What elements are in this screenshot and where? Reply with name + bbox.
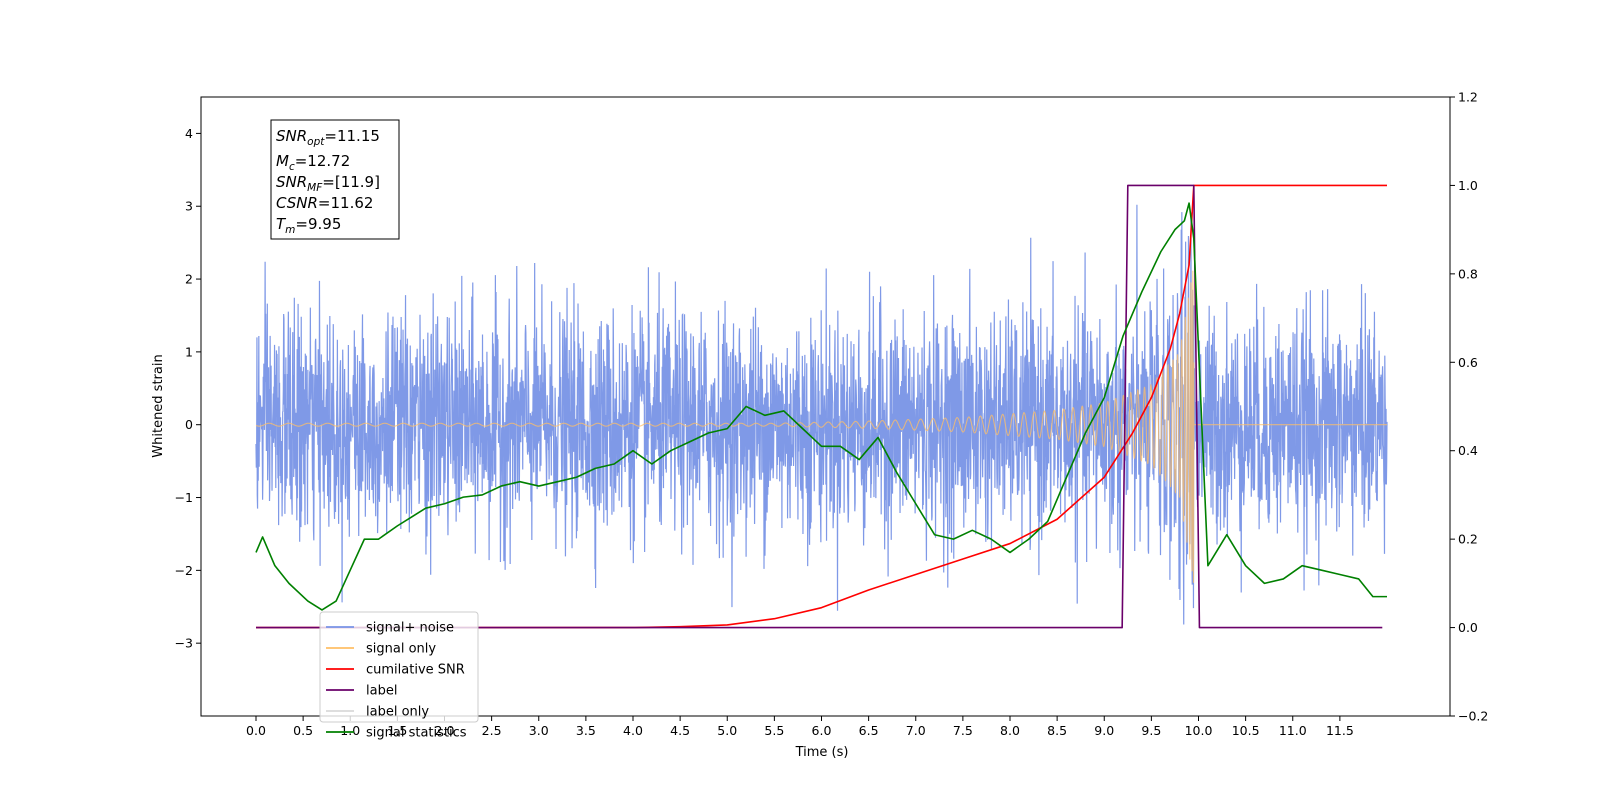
x-tick-label: 10.5 — [1232, 723, 1260, 738]
legend-label-signal-noise: signal+ noise — [366, 621, 454, 636]
stats-snr-mf: SNRMF=[11.9] — [276, 173, 380, 194]
y-right-tick-label: 0.2 — [1458, 532, 1478, 547]
y-right-tick-label: 1.2 — [1458, 90, 1478, 105]
y-right-tick-label: 1.0 — [1458, 178, 1478, 193]
legend-label-signal-only: signal only — [366, 642, 436, 657]
x-tick-label: 3.0 — [529, 723, 549, 738]
y-left-tick-label: 0 — [185, 417, 193, 432]
legend-label-label: label — [366, 684, 397, 699]
x-tick-label: 9.0 — [1094, 723, 1114, 738]
right-axis-series — [255, 184, 1387, 629]
x-tick-label: 10.0 — [1185, 723, 1213, 738]
y-right-tick-label: 0.6 — [1458, 355, 1478, 370]
signal-noise-line — [255, 204, 1388, 625]
x-tick-label: 7.5 — [953, 723, 973, 738]
y-left-tick-label: 1 — [185, 344, 193, 359]
stats-box: SNRopt=11.15 Mc=12.72 SNRMF=[11.9] CSNR=… — [270, 119, 400, 240]
x-tick-label: 11.5 — [1326, 723, 1354, 738]
legend-label-signal-statistics: signal statistics — [366, 726, 467, 741]
signal-only-line — [255, 270, 1387, 583]
stats-box-frame — [270, 119, 400, 240]
legend: signal+ noise signal only cumilative SNR la… — [319, 611, 479, 741]
signal-noise-series — [255, 204, 1388, 625]
x-tick-label: 0.0 — [246, 723, 266, 738]
x-tick-label: 2.0 — [435, 723, 455, 738]
label-line — [256, 184, 1383, 629]
y-right-tick-label: 0.4 — [1458, 443, 1478, 458]
legend-frame — [319, 611, 479, 723]
signal-only-series — [255, 270, 1387, 583]
x-tick-label: 4.0 — [623, 723, 643, 738]
stats-csnr: CSNR=11.62 — [276, 194, 373, 212]
x-tick-label: 11.0 — [1279, 723, 1307, 738]
plot-frame — [200, 96, 1451, 717]
x-tick-label: 6.5 — [859, 723, 879, 738]
x-tick-label: 6.0 — [812, 723, 832, 738]
stats-mc: Mc=12.72 — [276, 152, 350, 173]
signal-statistics-line — [255, 202, 1387, 611]
y-axis-right: 1.2 1.0 0.8 0.6 0.4 0.2 0.0 −0.2 — [1450, 90, 1488, 724]
x-axis: 0.0 0.5 1.0 1.5 2.0 2.5 3.0 3.5 4.0 4.5 5.0 5.5 6.0 6… — [246, 716, 1354, 738]
y-left-tick-label: 4 — [185, 126, 193, 141]
x-tick-label: 2.5 — [482, 723, 502, 738]
x-tick-label: 8.0 — [1000, 723, 1020, 738]
x-tick-label: 5.5 — [764, 723, 784, 738]
y-left-tick-label: 2 — [185, 272, 193, 287]
y-right-tick-label: 0.0 — [1458, 620, 1478, 635]
legend-label-label-only: label only — [366, 705, 429, 720]
y-axis-left: 4 3 2 1 0 −1 −2 −3 — [175, 126, 201, 651]
y-left-tick-label: 3 — [185, 199, 193, 214]
y-right-tick-label: −0.2 — [1458, 709, 1488, 724]
x-tick-label: 1.5 — [387, 723, 407, 738]
stats-snr-opt: SNRopt=11.15 — [276, 127, 380, 148]
plot-area — [255, 184, 1388, 629]
y-left-tick-label: −3 — [175, 636, 193, 651]
x-tick-label: 8.5 — [1047, 723, 1067, 738]
stats-tm: Tm=9.95 — [276, 215, 341, 236]
y-axis-left-label: Whitened strain — [151, 354, 166, 457]
y-right-tick-label: 0.8 — [1458, 266, 1478, 281]
y-left-tick-label: −1 — [175, 490, 193, 505]
y-left-tick-label: −2 — [175, 563, 193, 578]
legend-label-cumilative-snr: cumilative SNR — [366, 663, 465, 678]
x-tick-label: 1.0 — [340, 723, 360, 738]
x-tick-label: 5.0 — [717, 723, 737, 738]
x-tick-label: 7.0 — [906, 723, 926, 738]
x-tick-label: 9.5 — [1141, 723, 1161, 738]
cumilative-snr-line — [256, 184, 1387, 629]
x-tick-label: 0.5 — [293, 723, 313, 738]
x-tick-label: 4.5 — [670, 723, 690, 738]
x-tick-label: 3.5 — [576, 723, 596, 738]
x-axis-label: Time (s) — [795, 745, 849, 760]
